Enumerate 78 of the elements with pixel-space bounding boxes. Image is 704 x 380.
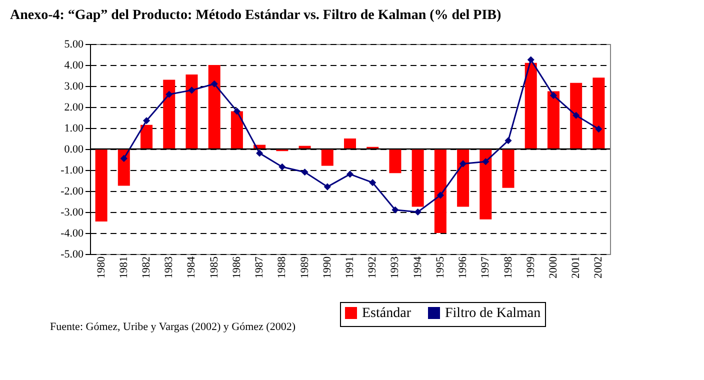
x-tick-label: 1990: [321, 256, 334, 278]
point: [572, 112, 580, 119]
y-tick-label: -3.00: [60, 206, 84, 218]
source-note: Fuente: Gómez, Uribe y Vargas (2002) y Gómez (2002): [50, 321, 296, 333]
point: [301, 168, 308, 176]
point: [233, 108, 240, 115]
x-tick-label: 1998: [502, 256, 514, 278]
x-tick-label: 1980: [95, 256, 108, 278]
y-tick-label: 5.00: [64, 38, 84, 50]
x-tick-label: 1983: [163, 256, 176, 278]
chart-title: Anexo-4: “Gap” del Producto: Método Estándar vs. Filtro de Kalman (% del PIB): [10, 8, 502, 23]
bar: [524, 62, 537, 149]
x-tick-label: 1997: [480, 256, 492, 278]
y-tick-label: -1.00: [60, 164, 84, 176]
point: [346, 170, 354, 178]
x-tick-label: 2000: [547, 256, 560, 278]
point: [436, 192, 444, 199]
point: [166, 90, 173, 98]
x-tick-label: 2002: [592, 256, 605, 278]
point: [369, 179, 376, 186]
bar: [434, 149, 446, 233]
legend-label: Estándar: [362, 306, 412, 321]
point: [550, 92, 558, 99]
point: [482, 158, 490, 166]
point: [595, 126, 602, 133]
y-tick-label: -4.00: [60, 228, 84, 240]
point: [142, 117, 150, 124]
x-tick-label: 1988: [276, 256, 288, 278]
y-tick-label: 2.00: [64, 102, 84, 114]
bar: [389, 149, 402, 174]
legend-label: Filtro de Kalman: [445, 306, 541, 321]
x-tick-label: 1995: [434, 256, 446, 278]
y-tick-label: 3.00: [64, 80, 84, 92]
point: [324, 183, 331, 190]
bar: [480, 149, 492, 220]
x-tick-label: 1984: [186, 256, 198, 278]
point: [414, 208, 422, 216]
x-tick-label: 1991: [344, 256, 356, 278]
bar: [230, 111, 243, 149]
bar: [547, 91, 560, 149]
point: [120, 154, 128, 162]
bar: [592, 78, 605, 149]
y-tick-label: 0.00: [64, 144, 84, 156]
point: [278, 163, 286, 170]
x-tick-label: 1987: [254, 256, 266, 278]
y-tick-label: -5.00: [60, 248, 84, 260]
bar: [163, 80, 176, 149]
x-tick-label: 1982: [140, 256, 153, 278]
bar: [140, 124, 153, 149]
x-tick-label: 1993: [389, 256, 402, 278]
point: [392, 206, 399, 214]
point: [210, 80, 218, 88]
x-tick-label: 1989: [298, 256, 311, 278]
y-tick-label: -2.00: [60, 186, 84, 198]
bar: [412, 149, 424, 207]
x-tick-label: 1999: [524, 256, 537, 278]
point: [460, 160, 467, 168]
bar: [95, 149, 108, 222]
x-tick-label: 1981: [118, 256, 130, 278]
y-tick-label: 4.00: [64, 60, 84, 72]
point: [504, 137, 512, 144]
x-tick-label: 1996: [457, 256, 470, 278]
x-tick-label: 1986: [230, 256, 243, 278]
y-tick-label: 1.00: [64, 122, 84, 134]
point: [256, 150, 264, 157]
x-tick-label: 1994: [412, 256, 424, 278]
bar: [570, 82, 582, 149]
x-tick-label: 1985: [208, 256, 220, 278]
point: [527, 56, 534, 64]
x-tick-label: 1992: [366, 256, 379, 278]
bar: [502, 149, 514, 188]
point: [188, 86, 196, 94]
bar: [457, 149, 470, 207]
bar: [321, 149, 334, 166]
bar: [208, 65, 220, 149]
bar: [186, 74, 198, 149]
x-tick-label: 2001: [570, 256, 582, 278]
bar: [344, 138, 356, 149]
